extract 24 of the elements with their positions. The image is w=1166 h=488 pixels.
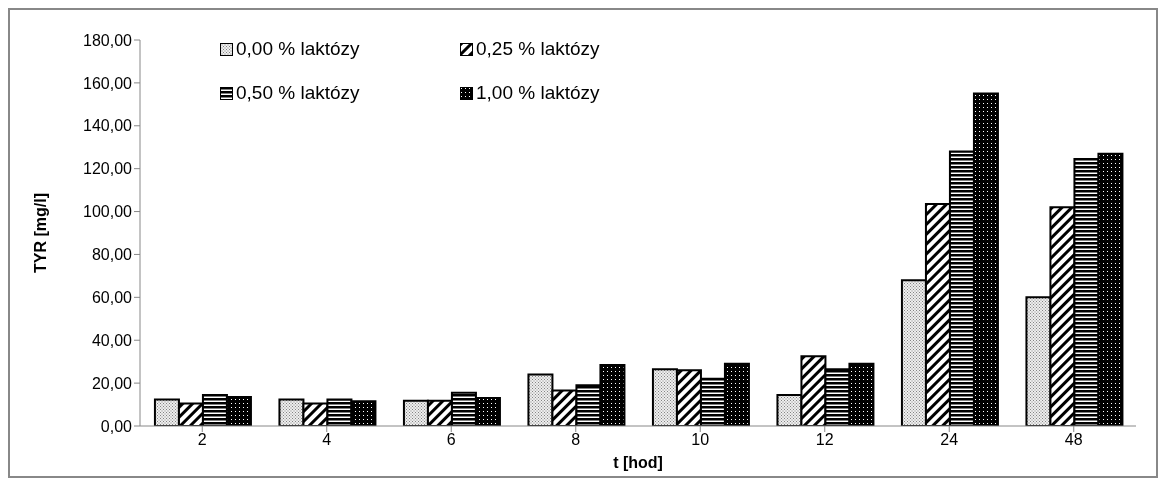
y-axis-title: TYR [mg/l] <box>31 193 49 273</box>
x-tick-label: 12 <box>815 431 834 449</box>
x-tick-label: 8 <box>571 431 581 449</box>
legend-label: 0,50 % laktózy <box>236 82 360 104</box>
y-tick-label: 160,00 <box>83 74 133 92</box>
y-tick-label: 60,00 <box>91 289 133 307</box>
y-tick-label: 180,00 <box>83 31 133 49</box>
x-tick-label: 10 <box>691 431 710 449</box>
legend-label: 1,00 % laktózy <box>476 82 600 104</box>
y-tick-label: 80,00 <box>91 246 133 264</box>
x-tick-label: 24 <box>940 431 959 449</box>
y-tick-label: 0,00 <box>100 417 133 435</box>
y-tick-label: 20,00 <box>91 374 133 392</box>
x-axis-title: t [hod] <box>613 454 663 471</box>
x-tick-label: 6 <box>446 431 456 449</box>
legend-label: 0,25 % laktózy <box>476 38 600 60</box>
x-tick-label: 48 <box>1064 431 1083 449</box>
y-tick-label: 120,00 <box>83 160 133 178</box>
y-tick-label: 140,00 <box>83 117 133 135</box>
x-tick-label: 2 <box>197 431 207 449</box>
y-tick-label: 40,00 <box>91 331 133 349</box>
y-tick-label: 100,00 <box>83 203 133 221</box>
x-tick-label: 4 <box>322 431 332 449</box>
legend-label: 0,00 % laktózy <box>236 38 360 60</box>
